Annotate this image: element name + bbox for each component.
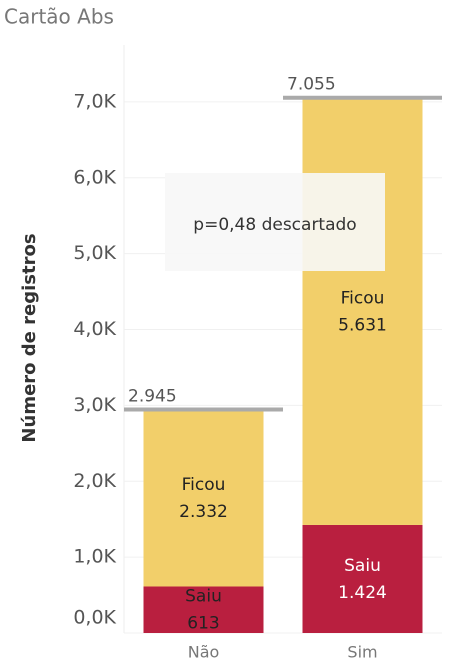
annotation-box	[165, 173, 385, 271]
x-tick-label: Sim	[347, 643, 377, 662]
segment-name: Ficou	[341, 288, 385, 308]
y-tick-label: 6,0K	[73, 166, 116, 188]
segment-name: Saiu	[344, 556, 381, 576]
total-label: 2.945	[128, 387, 177, 407]
bar-segment	[302, 524, 423, 633]
y-tick-label: 3,0K	[73, 394, 116, 416]
bar-segment	[143, 586, 264, 633]
total-label: 7.055	[287, 75, 336, 95]
y-tick-label: 7,0K	[73, 90, 116, 112]
segment-value: 1.424	[338, 583, 387, 603]
segment-value: 613	[187, 614, 219, 634]
segment-value: 5.631	[338, 315, 387, 335]
annotation: p=0,48 descartado	[193, 215, 356, 235]
bar-segment	[302, 97, 423, 525]
y-tick-label: 2,0K	[73, 470, 116, 492]
y-tick-label: 5,0K	[73, 242, 116, 264]
segment-name: Ficou	[182, 475, 226, 495]
y-tick-label: 0,0K	[73, 607, 116, 629]
segment-name: Saiu	[185, 587, 222, 607]
y-tick-label: 1,0K	[73, 546, 116, 568]
chart-title: Cartão Abs	[4, 5, 114, 29]
segment-value: 2.332	[179, 502, 228, 522]
y-axis-label: Número de registros	[19, 233, 40, 442]
bar-segment	[143, 409, 264, 587]
y-tick-label: 4,0K	[73, 318, 116, 340]
x-tick-label: Não	[188, 643, 220, 662]
